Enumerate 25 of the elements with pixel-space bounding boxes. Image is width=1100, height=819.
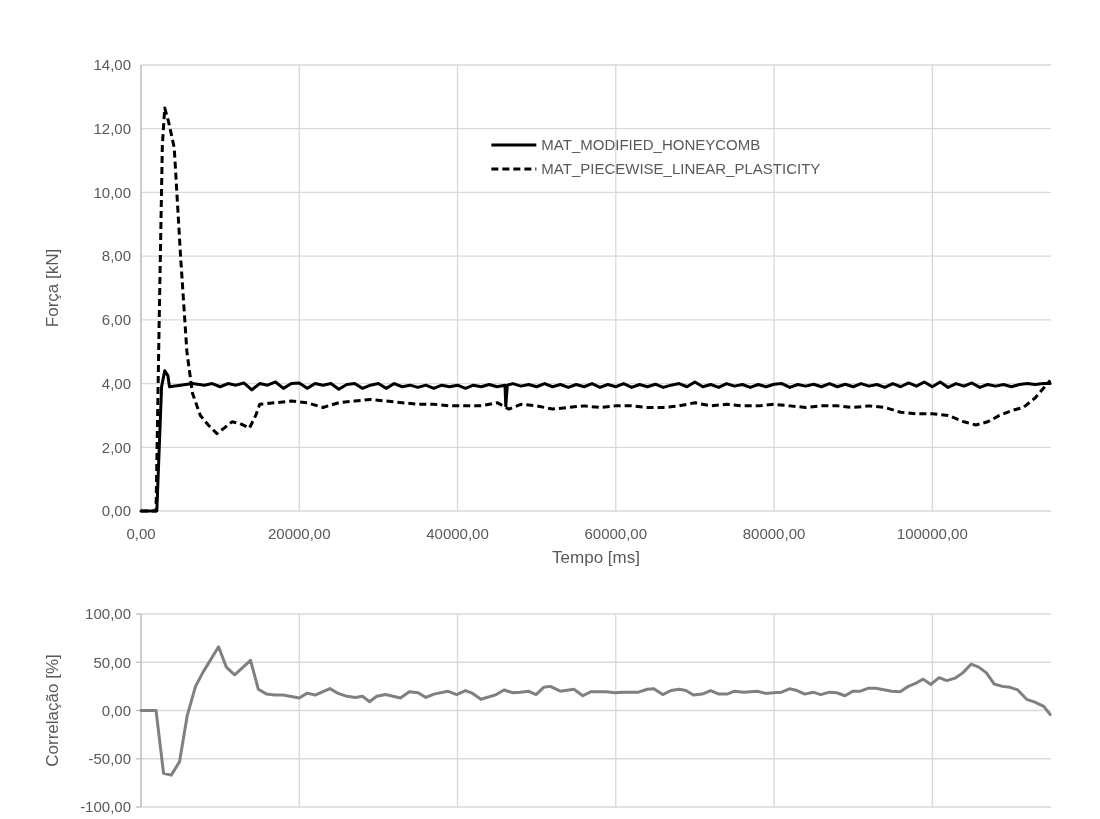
x-tick-label: 20000,00 [267,525,331,542]
x-tick-label: 100000,00 [896,525,968,542]
y-tick-label: 0,00 [101,502,131,520]
y-tick-label: -100,00 [80,798,131,816]
y-tick-label: 14,00 [93,56,131,74]
y-tick-label: 6,00 [101,311,131,329]
y-tick-label: 4,00 [101,374,131,392]
x-tick-label: 80000,00 [742,525,806,542]
y-tick-label: 10,00 [93,183,131,201]
y-tick-label: 8,00 [101,247,131,265]
legend-label: MAT_PIECEWISE_LINEAR_PLASTICITY [541,160,821,178]
legend-label: MAT_MODIFIED_HONEYCOMB [541,136,761,154]
y-tick-label: 0,00 [101,701,131,719]
y-axis-title: Correlação [%] [43,654,62,767]
y-tick-label: 2,00 [101,438,131,456]
y-tick-label: 100,00 [85,605,131,623]
y-tick-label: 50,00 [93,653,131,671]
line-series [139,645,1052,777]
y-tick-label: 12,00 [93,119,131,137]
y-tick-label: -50,00 [88,750,131,767]
x-tick-label: 40000,00 [426,525,489,542]
x-tick-label: 60000,00 [584,525,648,542]
y-axis-title: Força [kN] [43,248,62,328]
x-tick-label: 0,00 [126,525,156,542]
x-axis-title: Tempo [ms] [552,548,640,567]
